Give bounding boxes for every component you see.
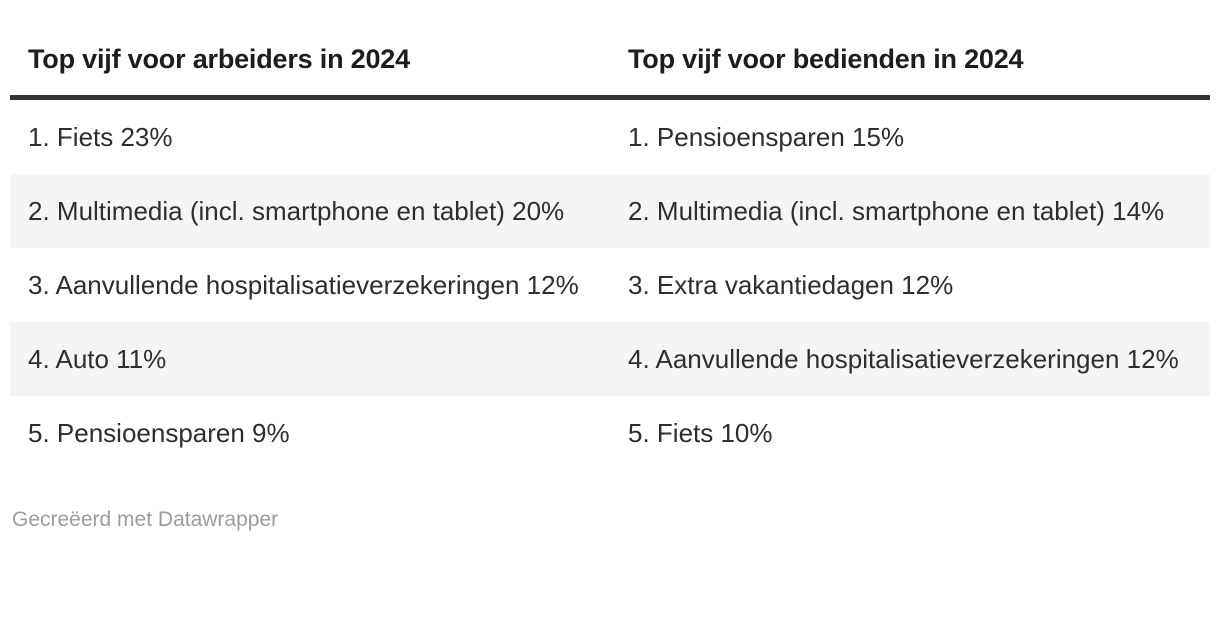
table-row-2: 2. Multimedia (incl. smartphone en table… — [10, 174, 1210, 248]
cell-bedienden-rank-2: 2. Multimedia (incl. smartphone en table… — [628, 196, 1165, 226]
cell-arbeiders-rank-3: 3. Aanvullende hospitalisatieverzekering… — [28, 270, 579, 300]
cell-arbeiders-rank-4: 4. Auto 11% — [28, 344, 167, 374]
top5-benefits-table: Top vijf voor arbeiders in 2024 Top vijf… — [10, 0, 1210, 470]
table-header: Top vijf voor arbeiders in 2024 Top vijf… — [10, 0, 1210, 100]
cell-arbeiders-rank-1: 1. Fiets 23% — [28, 122, 173, 152]
cell-bedienden-rank-3: 3. Extra vakantiedagen 12% — [628, 270, 954, 300]
attribution-text: Gecreëerd met — [12, 508, 158, 531]
cell-arbeiders-rank-5: 5. Pensioensparen 9% — [28, 418, 290, 448]
datawrapper-link[interactable]: Datawrapper — [157, 508, 279, 531]
column-header-arbeiders: Top vijf voor arbeiders in 2024 — [10, 0, 610, 100]
cell-arbeiders-rank-2: 2. Multimedia (incl. smartphone en table… — [28, 196, 565, 226]
column-header-bedienden: Top vijf voor bedienden in 2024 — [610, 0, 1210, 100]
table-row-3: 3. Aanvullende hospitalisatieverzekering… — [10, 248, 1210, 322]
header-row: Top vijf voor arbeiders in 2024 Top vijf… — [10, 0, 1210, 100]
datawrapper-table-chart: Top vijf voor arbeiders in 2024 Top vijf… — [10, 0, 1210, 546]
table-row-4: 4. Auto 11% 4. Aanvullende hospitalisati… — [10, 322, 1210, 396]
cell-bedienden-rank-4: 4. Aanvullende hospitalisatieverzekering… — [628, 344, 1179, 374]
cell-bedienden-rank-1: 1. Pensioensparen 15% — [628, 122, 905, 152]
table-row-1: 1. Fiets 23% 1. Pensioensparen 15% — [10, 98, 1210, 175]
attribution-footer: Gecreëerd met Datawrapper — [10, 507, 1210, 546]
cell-bedienden-rank-5: 5. Fiets 10% — [628, 418, 773, 448]
table-body: 1. Fiets 23% 1. Pensioensparen 15% 2. Mu… — [10, 98, 1210, 471]
table-row-5: 5. Pensioensparen 9% 5. Fiets 10% — [10, 396, 1210, 470]
